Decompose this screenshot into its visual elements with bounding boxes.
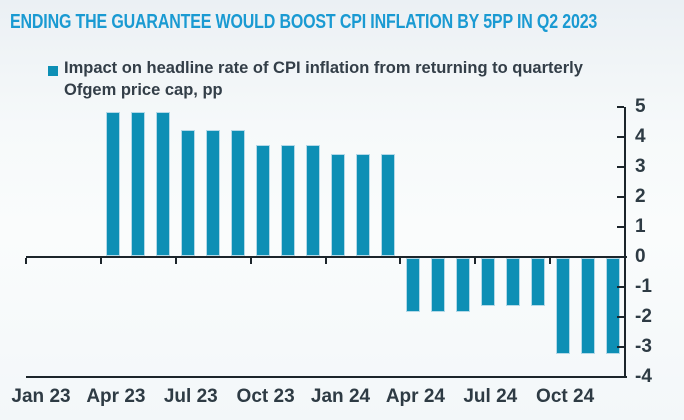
y-axis-tick xyxy=(617,106,624,108)
x-axis-tick xyxy=(174,258,177,264)
y-tick-label: 4 xyxy=(635,126,646,147)
bar xyxy=(355,154,370,256)
y-tick-label: -3 xyxy=(635,336,652,357)
legend-label: Impact on headline rate of CPI inflation… xyxy=(64,57,664,101)
y-axis-tick xyxy=(617,196,624,198)
y-tick-label: 3 xyxy=(635,156,646,177)
x-axis-tick xyxy=(549,258,552,264)
y-axis-tick xyxy=(617,346,624,348)
bar xyxy=(281,145,296,256)
bar xyxy=(156,112,171,256)
x-axis-tick xyxy=(249,258,252,264)
x-tick-label: Jan 24 xyxy=(310,386,371,407)
bar xyxy=(580,258,595,354)
y-axis-spine xyxy=(624,107,626,378)
x-tick-label: Jul 24 xyxy=(463,386,518,407)
legend-marker-icon xyxy=(48,66,58,76)
y-tick-label: -1 xyxy=(635,276,652,297)
bar xyxy=(605,258,620,354)
y-tick-label: -4 xyxy=(635,366,652,387)
bar xyxy=(106,112,121,256)
y-axis-tick xyxy=(617,166,624,168)
y-axis-tick xyxy=(617,136,624,138)
bar xyxy=(306,145,320,256)
y-tick-label: 1 xyxy=(635,216,646,237)
y-axis-tick xyxy=(617,226,624,228)
x-axis-tick xyxy=(25,258,27,264)
x-axis-tick xyxy=(99,258,102,264)
x-tick-label: Jan 23 xyxy=(11,386,71,407)
y-tick-label: 5 xyxy=(635,96,646,117)
x-axis-tick xyxy=(474,258,477,264)
bar xyxy=(206,130,221,256)
bar xyxy=(505,258,520,306)
bar xyxy=(331,154,345,256)
y-axis-tick xyxy=(617,376,624,378)
bar xyxy=(555,258,570,354)
bar xyxy=(231,130,246,256)
bar xyxy=(455,258,470,312)
x-axis-tick xyxy=(324,258,327,264)
x-tick-label: Oct 24 xyxy=(536,386,595,407)
y-axis-tick xyxy=(617,286,624,288)
y-tick-label: 0 xyxy=(635,246,646,267)
y-tick-label: 2 xyxy=(635,186,646,207)
zero-axis-line xyxy=(26,256,627,258)
x-tick-label: Oct 23 xyxy=(236,386,295,407)
bar xyxy=(181,130,196,256)
x-tick-label: Apr 24 xyxy=(385,386,445,407)
bar xyxy=(131,112,146,256)
x-axis-tick xyxy=(399,258,402,264)
bar xyxy=(530,258,545,306)
x-tick-label: Apr 23 xyxy=(86,386,146,407)
bottom-frame-line xyxy=(26,376,627,378)
bar xyxy=(430,258,445,312)
bar xyxy=(380,154,395,256)
bar xyxy=(256,145,271,256)
bar xyxy=(480,258,495,306)
legend-label-line2: Ofgem price cap, pp xyxy=(64,81,223,99)
x-tick-label: Jul 23 xyxy=(163,386,218,407)
legend-label-line1: Impact on headline rate of CPI inflation… xyxy=(64,59,583,77)
bar xyxy=(405,258,420,312)
chart-title: ENDING THE GUARANTEE WOULD BOOST CPI INF… xyxy=(10,11,598,33)
y-axis-tick xyxy=(617,316,624,318)
y-axis-tick xyxy=(617,256,624,258)
y-tick-label: -2 xyxy=(635,306,652,327)
